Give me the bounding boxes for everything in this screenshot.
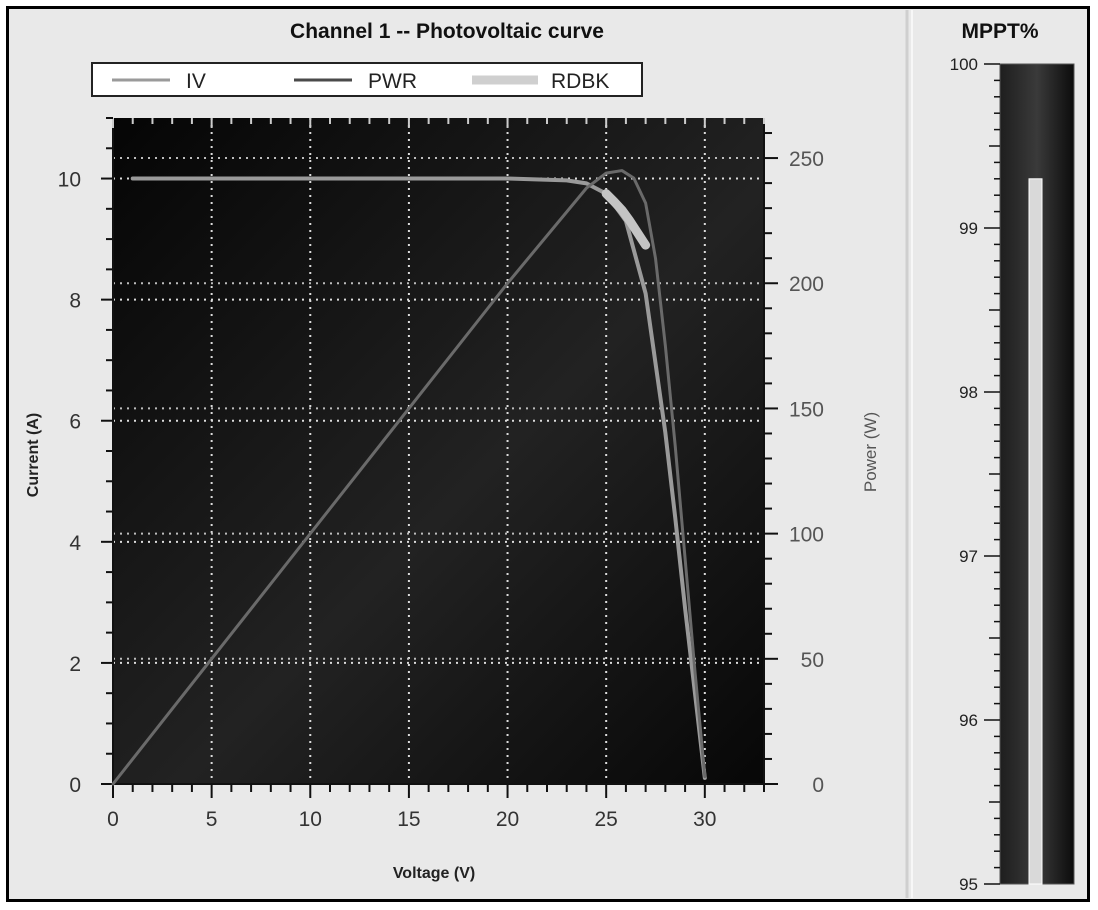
x-tick-label: 10 — [299, 808, 322, 831]
axis-ticks — [101, 117, 778, 798]
y2-tick-label: 50 — [801, 649, 824, 672]
gauge-tick-label: 100 — [950, 55, 978, 74]
gauge-tick-label: 96 — [959, 711, 978, 730]
x-tick-label: 20 — [496, 808, 519, 831]
x-tick-label: 0 — [107, 808, 119, 831]
y2-axis-title: Power (W) — [861, 412, 880, 492]
legend-label-pwr: PWR — [368, 70, 417, 93]
y-tick-label: 10 — [58, 169, 81, 192]
legend: IV PWR RDBK — [91, 62, 643, 97]
gauge-tick-label: 99 — [959, 219, 978, 238]
x-tick-label: 25 — [595, 808, 618, 831]
y2-tick-label: 250 — [789, 148, 824, 171]
gauge-tick-label: 97 — [959, 547, 978, 566]
y-tick-label: 4 — [69, 532, 81, 555]
series-rdbk — [601, 189, 651, 250]
gauge-tick-label: 98 — [959, 383, 978, 402]
gauge-tick-label: 95 — [959, 875, 978, 894]
series-lines — [111, 169, 707, 786]
legend-box — [91, 62, 643, 97]
y-tick-label: 6 — [69, 411, 81, 434]
x-tick-label: 15 — [397, 808, 420, 831]
gauge-fill-bar — [1028, 178, 1043, 885]
y-tick-labels: 0 2 4 6 8 10 — [58, 169, 82, 797]
y-tick-label: 0 — [69, 774, 81, 797]
y2-tick-label: 150 — [789, 398, 824, 421]
y2-tick-label: 200 — [789, 273, 824, 296]
legend-label-iv: IV — [186, 70, 206, 93]
chart-title: Channel 1 -- Photovoltaic curve — [290, 20, 604, 43]
y-tick-label: 2 — [69, 653, 81, 676]
x-tick-label: 30 — [693, 808, 716, 831]
gauge-title: MPPT% — [961, 20, 1038, 43]
y2-tick-label: 0 — [812, 774, 824, 797]
plot-area — [113, 118, 764, 784]
x-tick-label: 5 — [206, 808, 218, 831]
x-axis-title: Voltage (V) — [393, 865, 475, 882]
y-tick-label: 8 — [69, 290, 81, 313]
series-pwr — [111, 169, 707, 786]
gauge-ticks: 95 96 97 98 99 100 — [950, 55, 1000, 894]
y2-tick-labels: 0 50 100 150 200 250 — [789, 148, 824, 797]
legend-label-rdbk: RDBK — [551, 70, 609, 93]
y-axis-title: Current (A) — [25, 413, 42, 497]
y2-tick-label: 100 — [789, 524, 824, 547]
x-tick-labels: 0 5 10 15 20 25 30 — [107, 808, 716, 831]
grid — [113, 118, 764, 784]
